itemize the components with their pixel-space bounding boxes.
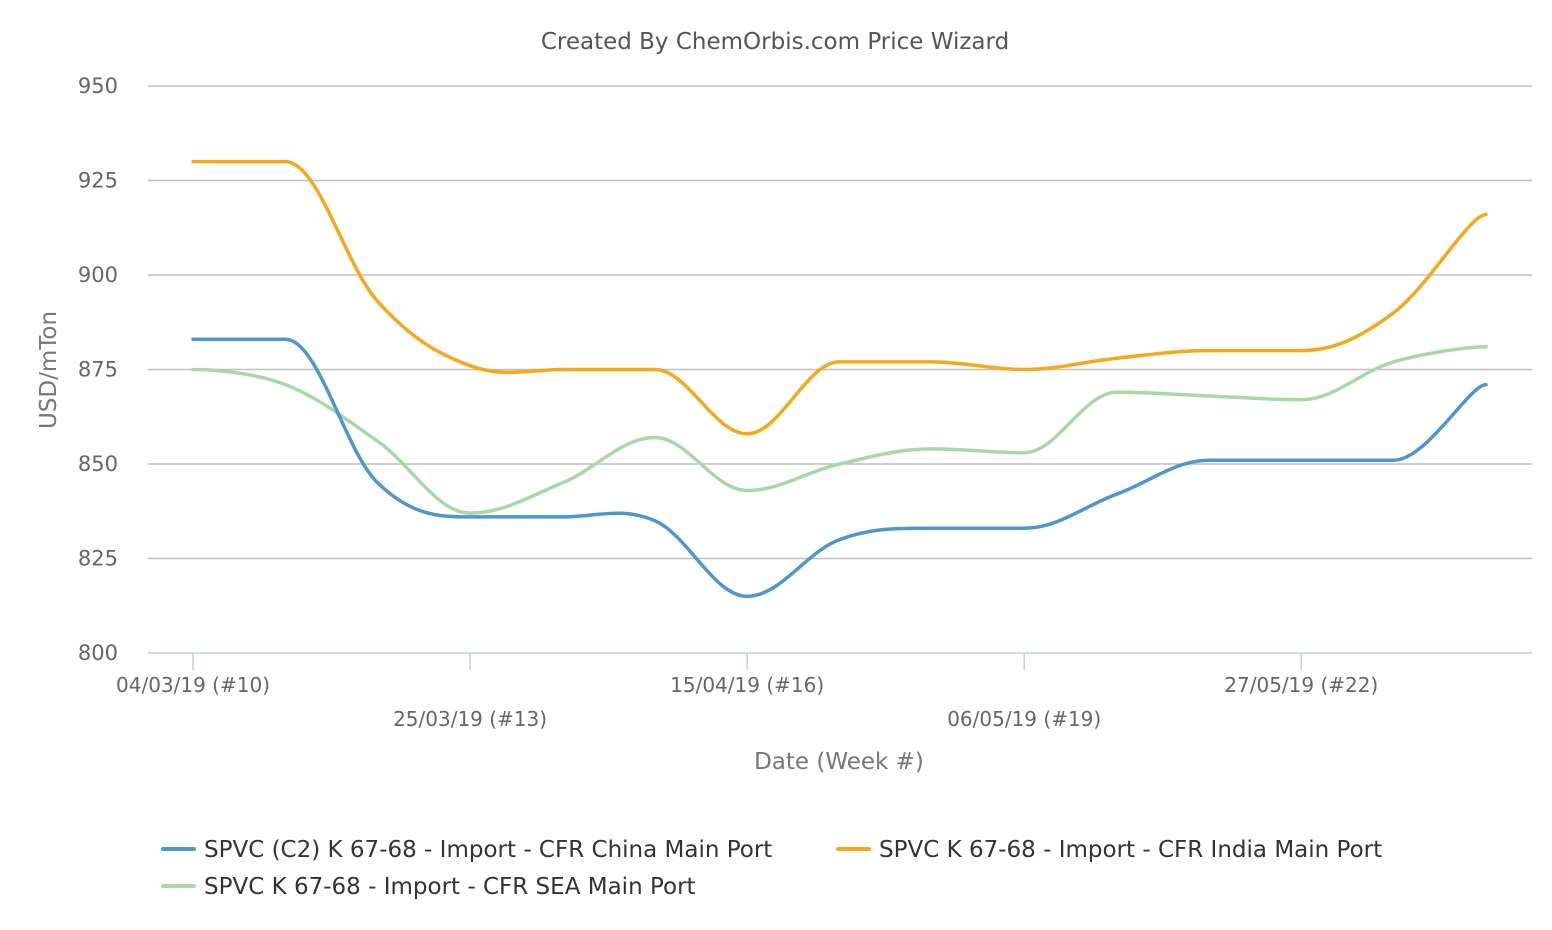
legend: SPVC (C2) K 67-68 - Import - CFR China M… bbox=[161, 837, 1382, 900]
y-axis-ticks: 800 825 850 875 900 925 950 bbox=[78, 74, 118, 665]
chart-title: Created By ChemOrbis.com Price Wizard bbox=[541, 29, 1009, 55]
legend-item-0[interactable]: SPVC (C2) K 67-68 - Import - CFR China M… bbox=[161, 837, 772, 863]
x-axis-title: Date (Week #) bbox=[754, 749, 924, 775]
legend-item-2[interactable]: SPVC K 67-68 - Import - CFR SEA Main Por… bbox=[161, 874, 696, 900]
x-axis-ticks: 04/03/19 (#10) 25/03/19 (#13) 15/04/19 (#1… bbox=[116, 653, 1378, 731]
y-tick-label: 825 bbox=[78, 547, 118, 571]
legend-label: SPVC K 67-68 - Import - CFR SEA Main Por… bbox=[204, 874, 696, 900]
series-line-0 bbox=[191, 337, 1488, 599]
legend-label: SPVC (C2) K 67-68 - Import - CFR China M… bbox=[204, 837, 772, 863]
series-line-1 bbox=[191, 159, 1488, 436]
x-tick-label: 25/03/19 (#13) bbox=[393, 707, 547, 731]
y-tick-label: 800 bbox=[78, 641, 118, 665]
y-tick-label: 950 bbox=[78, 74, 118, 98]
series-lines bbox=[191, 159, 1488, 599]
grid-lines bbox=[148, 85, 1532, 560]
y-tick-label: 875 bbox=[78, 358, 118, 382]
x-tick-label: 04/03/19 (#10) bbox=[116, 673, 270, 697]
legend-label: SPVC K 67-68 - Import - CFR India Main P… bbox=[879, 837, 1382, 863]
y-axis-title: USD/mTon bbox=[36, 311, 62, 429]
series-line-2 bbox=[191, 345, 1488, 515]
x-tick-label: 15/04/19 (#16) bbox=[670, 673, 824, 697]
x-tick-label: 06/05/19 (#19) bbox=[947, 707, 1101, 731]
legend-item-1[interactable]: SPVC K 67-68 - Import - CFR India Main P… bbox=[836, 837, 1382, 863]
y-tick-label: 900 bbox=[78, 263, 118, 287]
y-tick-label: 850 bbox=[78, 452, 118, 476]
x-tick-label: 27/05/19 (#22) bbox=[1224, 673, 1378, 697]
y-tick-label: 925 bbox=[78, 169, 118, 193]
